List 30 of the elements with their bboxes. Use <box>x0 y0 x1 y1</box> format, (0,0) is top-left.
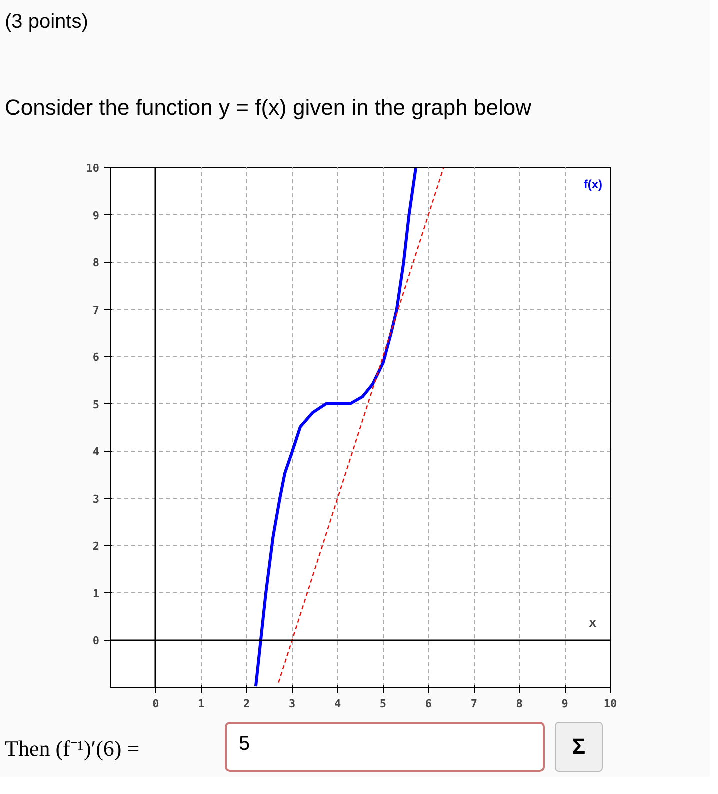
x-tick-label: 4 <box>334 697 342 710</box>
line-series <box>254 167 418 688</box>
x-tick-label: 6 <box>425 697 432 710</box>
y-tick-label: 4 <box>92 445 100 458</box>
chart-title: (3 points) <box>5 10 88 35</box>
y-tick-label: 6 <box>92 350 100 364</box>
x-tick-label: 3 <box>289 697 296 710</box>
x-axis-title: x <box>589 614 598 630</box>
x-tick-label: 5 <box>380 697 387 710</box>
x-tick-label: 1 <box>198 697 206 710</box>
text: 5 <box>239 732 250 757</box>
y-tick-label: 3 <box>92 492 100 506</box>
y-tick-label: 0 <box>92 634 100 648</box>
x-tick-label: 8 <box>516 697 523 710</box>
x-tick-label: 2 <box>244 697 250 710</box>
y-tick-label: 2 <box>92 540 100 553</box>
y-tick-label: 9 <box>92 208 100 222</box>
y-tick-label: 7 <box>92 303 100 316</box>
y-tick-label: 8 <box>92 256 100 270</box>
y-tick-label: 5 <box>92 398 100 411</box>
y-tick-label: 1 <box>92 587 100 600</box>
text: Σ <box>572 732 586 761</box>
x-tick-label: 7 <box>470 697 478 710</box>
x-tick-label: 9 <box>562 697 568 710</box>
x-tick-label: 10 <box>604 697 618 710</box>
y-tick-label: 10 <box>86 162 100 175</box>
text: f(x) <box>584 177 603 192</box>
x-tick-label: 0 <box>152 697 160 710</box>
chart-subtitle: Consider the function y = f(x) given in the graph below <box>5 94 532 122</box>
text: Then (f⁻¹)′(6) = <box>5 734 140 763</box>
